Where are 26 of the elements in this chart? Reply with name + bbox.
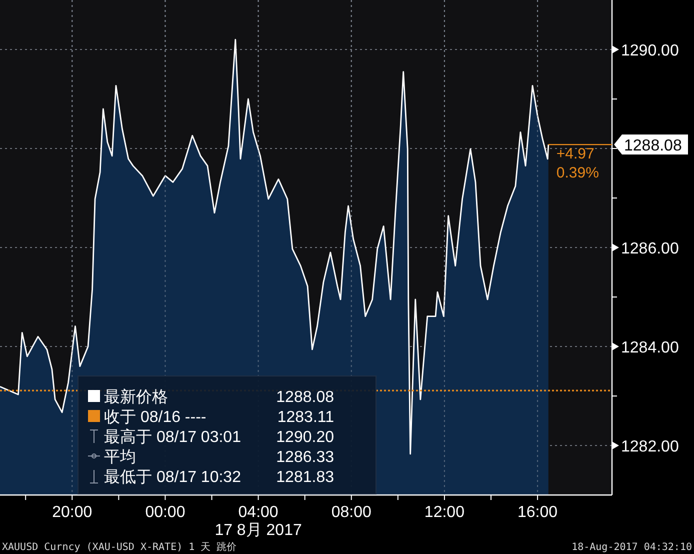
annotation: 1286.33 [276,449,334,466]
y-tick-label: 1282.00 [621,438,679,456]
annotation: 1281.83 [276,469,334,486]
annotation: 最新价格 [104,388,168,406]
y-tick-label: 1290.00 [621,42,679,60]
x-tick-label: 00:00 [145,504,186,521]
text: XAUUSD Curncy (XAU-USD X-RATE) 1 天 跳价 [2,541,237,553]
y-tick-label: 1286.00 [621,240,679,258]
annotation: 1288.08 [276,389,334,406]
x-tick-label: 12:00 [424,504,465,521]
annotation: 1290.20 [276,429,334,446]
annotation: 最低于 08/17 10:32 [104,469,242,486]
x-tick-label: 04:00 [238,504,278,521]
x-tick-label: 16:00 [518,504,558,521]
annotation: 1288.08 [624,138,682,155]
annotation: 0.39% [556,164,599,182]
annotation: 最高于 08/17 03:01 [104,428,242,446]
x-axis-title: 17 8月 2017 [214,522,302,539]
y-tick-label: 1284.00 [621,340,679,356]
text: 18-Aug-2017 04:32:10 [572,542,692,553]
annotation: +4.97 [556,146,594,163]
x-tick-label: 20:00 [52,504,92,521]
annotation: 1283.11 [277,409,334,426]
annotation: 收于 08/16 ---- [104,409,206,426]
annotation: 平均 [104,449,136,466]
x-tick-label: 08:00 [331,504,372,521]
